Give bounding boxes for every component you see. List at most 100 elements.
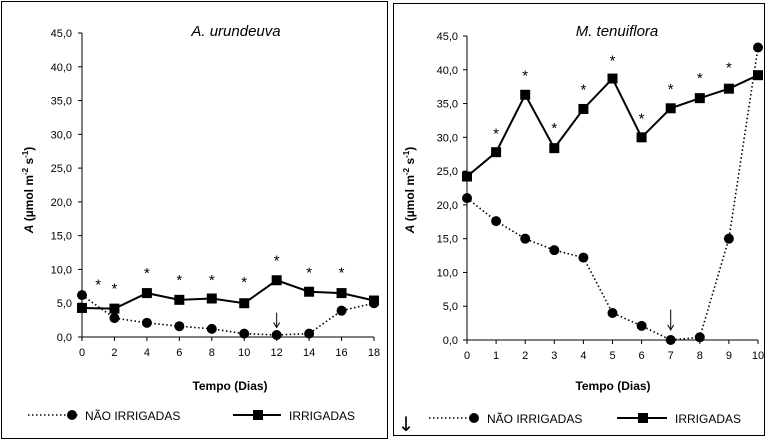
significance-star: *: [241, 274, 247, 291]
x-tick-label: 2: [111, 347, 117, 359]
x-tick-label: 12: [271, 347, 283, 359]
y-axis-label-right: A (µmol m-2 s-1): [402, 147, 417, 235]
significance-star: *: [580, 82, 586, 99]
arrow-head: [273, 322, 281, 329]
significance-star: *: [610, 53, 616, 70]
significance-star: *: [522, 67, 528, 84]
chart-title-right: M. tenuiflora: [576, 23, 659, 40]
panel-left-frame: [1, 1, 388, 439]
y-tick-label: 25,0: [51, 163, 72, 175]
point-nao-irrigadas: [77, 290, 87, 301]
point-irrigadas: [174, 294, 185, 305]
series-line-nao-irrigadas: [466, 47, 759, 341]
chart-m-tenuiflora: 0,0 5,0 10,0 15,0 20,0 25,0 30,0 35,0 40,0 45,0 0 1…: [437, 31, 765, 362]
y-tick-label: 15,0: [437, 234, 458, 246]
legend-marker-square-right: [638, 413, 648, 423]
point-nao-irrigadas: [174, 321, 185, 332]
series-line-irrigadas: [81, 279, 375, 310]
significance-star: *: [639, 111, 645, 128]
point-nao-irrigadas: [578, 252, 589, 263]
x-tick-label: 4: [144, 347, 150, 359]
point-nao-irrigadas: [665, 335, 676, 345]
legend-right: ↓ NÃO IRRIGADAS IRRIGADAS: [398, 412, 741, 436]
significance-star: *: [306, 264, 312, 281]
significance-star: *: [274, 252, 280, 269]
y-tick-label: 0,0: [443, 335, 458, 347]
point-irrigadas: [304, 286, 315, 297]
point-irrigadas: [723, 83, 734, 94]
significance-star: *: [112, 281, 118, 298]
significance-star: *: [668, 81, 674, 98]
significance-star: *: [551, 120, 557, 137]
y-tick-label: 25,0: [437, 166, 458, 178]
point-irrigadas: [665, 103, 676, 114]
point-irrigadas: [239, 298, 250, 309]
y-tick-label: 35,0: [437, 99, 458, 111]
y-tick-label: 45,0: [437, 31, 458, 43]
x-tick-label: 10: [238, 347, 250, 359]
y-tick-label: 40,0: [437, 65, 458, 77]
point-nao-irrigadas: [239, 328, 250, 339]
significance-star: *: [697, 70, 703, 87]
y-tick-label: 15,0: [51, 231, 72, 243]
point-nao-irrigadas: [271, 329, 282, 340]
x-tick-label: 1: [493, 350, 499, 362]
legend-entry-irrigadas-left: IRRIGADAS: [233, 409, 355, 423]
y-tick-label: 10,0: [437, 267, 458, 279]
legend-entry-nao-irrigadas-right: NÃO IRRIGADAS: [429, 412, 582, 426]
x-tick-label: 10: [752, 350, 764, 362]
y-tick-label: 5,0: [57, 298, 72, 310]
point-irrigadas: [578, 103, 589, 114]
legend-label-nao-irrigadas-left: NÃO IRRIGADAS: [85, 409, 180, 423]
x-tick-label: 6: [176, 347, 182, 359]
point-nao-irrigadas: [723, 233, 734, 244]
x-tick-label: 6: [639, 350, 645, 362]
significance-star: *: [144, 265, 150, 282]
x-tick-label: 8: [697, 350, 703, 362]
legend-entry-irrigadas-right: IRRIGADAS: [617, 412, 741, 426]
legend-entry-nao-irrigadas-left: NÃO IRRIGADAS: [28, 409, 180, 423]
point-nao-irrigadas: [694, 332, 705, 343]
series-line-nao-irrigadas: [81, 294, 375, 336]
y-tick-label: 35,0: [51, 96, 72, 108]
x-tick-label: 0: [464, 350, 470, 362]
point-nao-irrigadas: [462, 193, 472, 204]
significance-star: *: [726, 59, 732, 76]
point-irrigadas: [694, 93, 705, 104]
point-irrigadas: [491, 147, 502, 158]
point-nao-irrigadas: [753, 42, 763, 53]
point-nao-irrigadas: [520, 233, 531, 244]
point-irrigadas: [549, 143, 560, 154]
x-tick-label: 14: [303, 347, 315, 359]
x-tick-label: 3: [551, 350, 557, 362]
arrow-head: [667, 324, 675, 331]
point-irrigadas: [336, 288, 347, 299]
point-nao-irrigadas: [206, 323, 217, 334]
x-tick-label: 9: [726, 350, 732, 362]
x-tick-label: 4: [580, 350, 586, 362]
point-nao-irrigadas: [304, 328, 315, 339]
chart-title-left: A. urundeuva: [190, 23, 280, 40]
point-nao-irrigadas: [607, 307, 618, 318]
point-irrigadas: [462, 171, 472, 182]
significance-star: *: [339, 264, 345, 281]
x-axis-label-left: Tempo (Dias): [192, 379, 267, 393]
legend-label-nao-irrigadas-right: NÃO IRRIGADAS: [487, 412, 582, 426]
point-irrigadas: [369, 295, 379, 306]
y-tick-label: 40,0: [51, 62, 72, 74]
point-nao-irrigadas: [141, 317, 152, 328]
stray-arrow: ↓: [398, 412, 415, 436]
panel-right-frame: [393, 3, 765, 436]
significance-star: *: [176, 272, 182, 289]
y-tick-label: 30,0: [51, 129, 72, 141]
point-nao-irrigadas: [109, 313, 120, 324]
significance-star: *: [209, 272, 215, 289]
y-tick-label: 20,0: [51, 197, 72, 209]
point-irrigadas: [520, 89, 531, 100]
point-irrigadas: [271, 275, 282, 286]
y-tick-label: 0,0: [57, 332, 72, 344]
series-line-irrigadas: [466, 74, 759, 178]
legend-label-irrigadas-right: IRRIGADAS: [675, 412, 741, 426]
point-irrigadas: [109, 303, 120, 314]
